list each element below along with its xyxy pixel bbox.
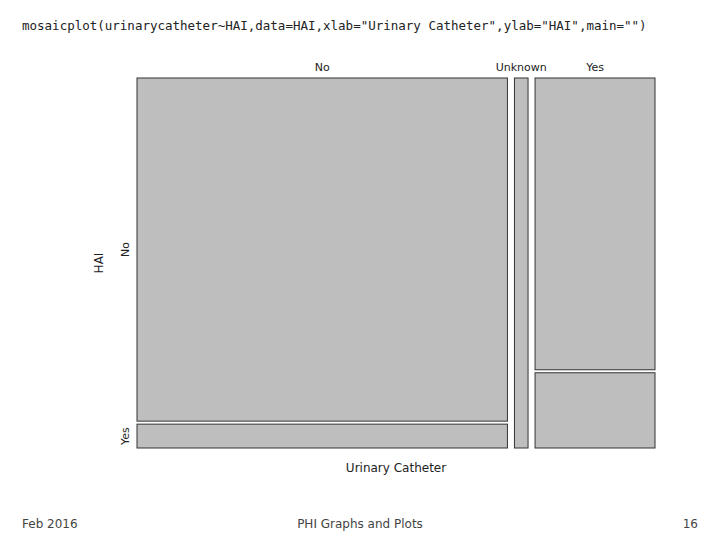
footer: 16	[683, 517, 698, 531]
x-axis-label: Urinary Catheter	[346, 461, 446, 475]
title: mosaicplot(urinarycatheter~HAI,data=HAI,…	[22, 18, 647, 33]
chart: mosaicplot(urinarycatheter~HAI,data=HAI,…	[0, 0, 720, 540]
x-tick-label: Yes	[585, 61, 604, 74]
mosaic-cell	[137, 78, 507, 421]
y-tick-label: No	[119, 242, 132, 257]
mosaic-cell	[535, 373, 655, 448]
mosaic-cells	[137, 78, 655, 448]
x-tick-label: Unknown	[496, 61, 547, 74]
footer: PHI Graphs and Plots	[297, 517, 423, 531]
y-tick-label: Yes	[119, 427, 132, 446]
y-axis-label: HAI	[92, 253, 106, 274]
mosaic-cell	[514, 78, 528, 448]
x-tick-label: No	[315, 61, 330, 74]
mosaic-cell	[137, 424, 507, 448]
footer: Feb 2016	[22, 517, 78, 531]
mosaic-cell	[535, 78, 655, 370]
